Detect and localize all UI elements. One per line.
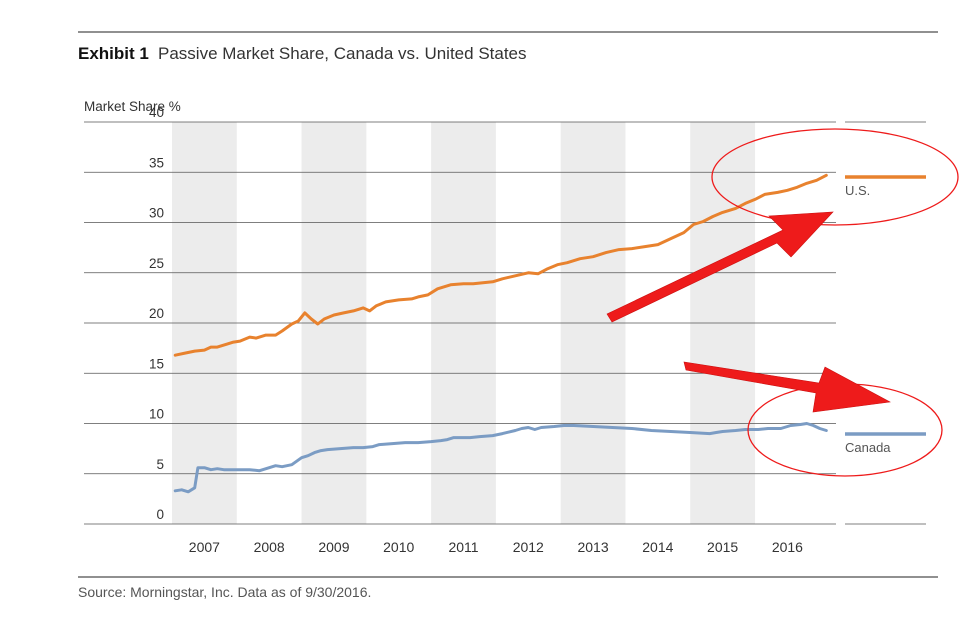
us-series-line — [173, 173, 828, 357]
legend-us-label: U.S. — [845, 183, 870, 198]
series-lines — [173, 173, 828, 494]
y-tick-label-40: 40 — [149, 105, 164, 120]
y-tick-label-0: 0 — [156, 507, 164, 522]
red-arrow-canada — [683, 361, 891, 413]
x-tick-label-2013: 2013 — [577, 539, 608, 555]
exhibit-title: Passive Market Share, Canada vs. United … — [158, 44, 527, 63]
canada-series-line — [173, 422, 828, 494]
red-annotations — [606, 128, 959, 477]
x-tick-label-2007: 2007 — [189, 539, 220, 555]
red-arrow-us — [606, 211, 834, 323]
y-tick-label-30: 30 — [149, 206, 164, 221]
legend: U.S. Canada — [845, 175, 926, 455]
x-tick-label-2015: 2015 — [707, 539, 738, 555]
y-tick-label-25: 25 — [149, 256, 164, 271]
y-tick-labels: 0 5 10 15 20 25 30 35 40 — [149, 105, 164, 522]
x-tick-label-2008: 2008 — [254, 539, 285, 555]
source-note: Source: Morningstar, Inc. Data as of 9/3… — [78, 584, 371, 600]
y-tick-label-5: 5 — [156, 457, 164, 472]
x-tick-label-2011: 2011 — [448, 539, 478, 555]
x-tick-label-2014: 2014 — [642, 539, 673, 555]
y-axis-label: Market Share % — [84, 99, 181, 114]
exhibit-number: Exhibit 1 — [78, 44, 149, 63]
y-tick-label-35: 35 — [149, 155, 164, 170]
x-tick-labels: 2007 2008 2009 2010 2011 2012 2013 2014 2015 2016 — [189, 539, 803, 555]
x-tick-label-2009: 2009 — [318, 539, 349, 555]
x-tick-label-2012: 2012 — [513, 539, 544, 555]
legend-canada-label: Canada — [845, 440, 891, 455]
x-tick-label-2010: 2010 — [383, 539, 414, 555]
y-tick-label-15: 15 — [149, 356, 164, 371]
y-tick-label-10: 10 — [149, 407, 164, 422]
y-tick-label-20: 20 — [149, 306, 164, 321]
x-tick-label-2016: 2016 — [772, 539, 803, 555]
red-ellipse-us — [711, 128, 959, 226]
